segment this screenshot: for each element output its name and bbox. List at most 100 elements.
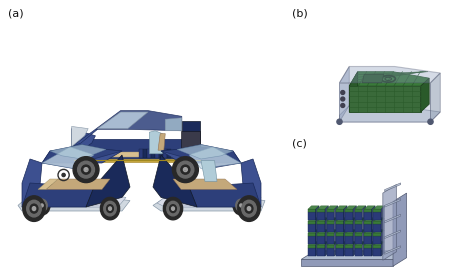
- Ellipse shape: [245, 204, 253, 213]
- Polygon shape: [363, 230, 366, 244]
- Polygon shape: [355, 242, 366, 245]
- Polygon shape: [301, 259, 393, 266]
- Polygon shape: [384, 183, 401, 191]
- Polygon shape: [46, 179, 110, 189]
- Polygon shape: [327, 212, 334, 220]
- Polygon shape: [381, 218, 384, 232]
- Polygon shape: [138, 150, 143, 158]
- Polygon shape: [42, 147, 94, 169]
- Polygon shape: [72, 126, 88, 147]
- Polygon shape: [318, 242, 328, 245]
- Polygon shape: [353, 242, 356, 256]
- Ellipse shape: [242, 200, 256, 217]
- Polygon shape: [372, 218, 375, 232]
- Polygon shape: [308, 221, 316, 224]
- Polygon shape: [336, 212, 344, 220]
- Text: (a): (a): [8, 8, 24, 18]
- Polygon shape: [364, 218, 375, 221]
- Ellipse shape: [107, 205, 113, 213]
- Ellipse shape: [23, 196, 45, 221]
- Polygon shape: [98, 112, 148, 129]
- Polygon shape: [316, 218, 319, 232]
- Polygon shape: [355, 233, 363, 236]
- Circle shape: [341, 104, 345, 107]
- Polygon shape: [353, 206, 356, 220]
- Polygon shape: [339, 83, 430, 122]
- Polygon shape: [325, 242, 328, 256]
- Polygon shape: [344, 242, 347, 256]
- Polygon shape: [346, 245, 353, 248]
- Polygon shape: [327, 248, 334, 256]
- Ellipse shape: [238, 196, 260, 221]
- Polygon shape: [355, 224, 363, 232]
- Polygon shape: [327, 230, 338, 233]
- Polygon shape: [159, 150, 163, 158]
- Ellipse shape: [27, 200, 41, 217]
- Ellipse shape: [238, 202, 244, 209]
- Polygon shape: [381, 230, 384, 244]
- Polygon shape: [374, 206, 384, 209]
- Polygon shape: [161, 147, 241, 163]
- Polygon shape: [327, 233, 334, 236]
- Polygon shape: [146, 150, 151, 158]
- Polygon shape: [155, 150, 159, 158]
- Polygon shape: [334, 218, 338, 232]
- Circle shape: [337, 119, 342, 124]
- Polygon shape: [364, 224, 372, 232]
- Polygon shape: [363, 242, 366, 256]
- Polygon shape: [308, 233, 316, 236]
- Polygon shape: [355, 206, 366, 209]
- Polygon shape: [158, 134, 165, 150]
- Polygon shape: [374, 233, 381, 236]
- Polygon shape: [327, 236, 334, 244]
- Circle shape: [78, 161, 94, 178]
- Circle shape: [82, 165, 91, 174]
- Polygon shape: [339, 67, 349, 122]
- Polygon shape: [318, 209, 325, 212]
- Polygon shape: [189, 147, 241, 169]
- Polygon shape: [355, 236, 363, 244]
- Polygon shape: [346, 248, 353, 256]
- Polygon shape: [327, 206, 338, 209]
- Polygon shape: [308, 248, 316, 256]
- Polygon shape: [349, 72, 358, 112]
- Polygon shape: [42, 145, 122, 169]
- Polygon shape: [355, 221, 363, 224]
- Polygon shape: [318, 218, 328, 221]
- Polygon shape: [336, 206, 347, 209]
- Polygon shape: [86, 155, 130, 207]
- Polygon shape: [355, 218, 366, 221]
- Polygon shape: [381, 242, 384, 256]
- Polygon shape: [364, 242, 375, 245]
- Polygon shape: [241, 159, 261, 207]
- Polygon shape: [153, 195, 265, 211]
- Polygon shape: [346, 236, 353, 244]
- Polygon shape: [393, 193, 407, 266]
- Polygon shape: [344, 206, 347, 220]
- Polygon shape: [308, 236, 316, 244]
- Polygon shape: [308, 218, 319, 221]
- Polygon shape: [18, 195, 130, 211]
- Polygon shape: [364, 236, 372, 244]
- Polygon shape: [327, 209, 334, 212]
- Circle shape: [84, 168, 88, 172]
- Polygon shape: [383, 185, 396, 260]
- Polygon shape: [384, 246, 401, 254]
- Polygon shape: [349, 86, 421, 112]
- Polygon shape: [336, 242, 347, 245]
- Text: (b): (b): [292, 8, 308, 18]
- Polygon shape: [22, 191, 126, 207]
- Polygon shape: [325, 218, 328, 232]
- Ellipse shape: [34, 196, 50, 215]
- Polygon shape: [181, 131, 200, 155]
- Polygon shape: [355, 212, 363, 220]
- Polygon shape: [50, 145, 106, 159]
- Polygon shape: [308, 245, 316, 248]
- Polygon shape: [42, 147, 122, 163]
- Polygon shape: [346, 224, 353, 232]
- Polygon shape: [374, 248, 381, 256]
- Polygon shape: [316, 230, 319, 244]
- Polygon shape: [336, 218, 347, 221]
- Polygon shape: [346, 221, 353, 224]
- Ellipse shape: [100, 197, 119, 220]
